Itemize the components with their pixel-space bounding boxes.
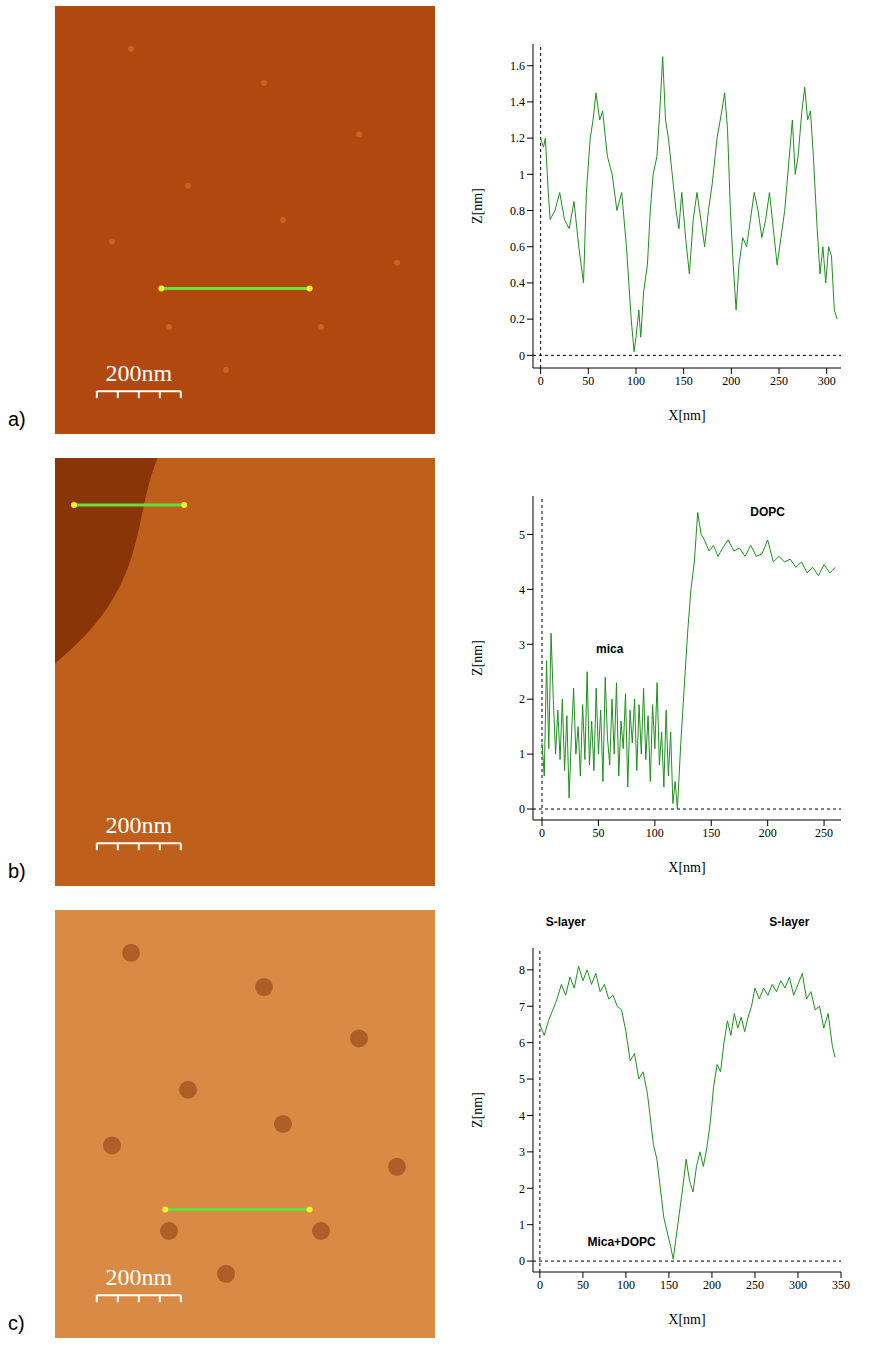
svg-text:0.4: 0.4 — [510, 276, 525, 290]
svg-text:200nm: 200nm — [105, 812, 172, 838]
svg-text:3: 3 — [519, 638, 525, 652]
svg-text:Mica+DOPC: Mica+DOPC — [587, 1235, 656, 1249]
svg-text:2: 2 — [519, 692, 525, 706]
svg-text:200: 200 — [722, 374, 740, 388]
svg-text:200: 200 — [759, 826, 777, 840]
svg-text:200nm: 200nm — [105, 360, 172, 386]
svg-text:X[nm]: X[nm] — [668, 408, 705, 423]
svg-text:50: 50 — [582, 374, 594, 388]
svg-text:100: 100 — [617, 1278, 635, 1292]
svg-text:7: 7 — [519, 1000, 525, 1014]
svg-text:6: 6 — [519, 1036, 525, 1050]
svg-text:5: 5 — [519, 528, 525, 542]
svg-text:300: 300 — [789, 1278, 807, 1292]
svg-text:Z[nm]: Z[nm] — [470, 188, 485, 224]
html-text:a): a) — [8, 408, 26, 430]
svg-text:250: 250 — [770, 374, 788, 388]
svg-text:1: 1 — [519, 168, 525, 182]
svg-text:0: 0 — [519, 802, 525, 816]
svg-text:3: 3 — [519, 1145, 525, 1159]
svg-text:Z[nm]: Z[nm] — [470, 1092, 485, 1128]
svg-text:1.6: 1.6 — [510, 59, 525, 73]
html-text:b): b) — [8, 860, 26, 882]
svg-text:S-layer: S-layer — [769, 915, 809, 929]
svg-text:Z[nm]: Z[nm] — [470, 640, 485, 676]
svg-text:1: 1 — [519, 747, 525, 761]
svg-text:1: 1 — [519, 1218, 525, 1232]
svg-text:5: 5 — [519, 1072, 525, 1086]
svg-text:300: 300 — [818, 374, 836, 388]
svg-text:200: 200 — [703, 1278, 721, 1292]
svg-text:DOPC: DOPC — [750, 505, 785, 519]
svg-text:1.4: 1.4 — [510, 95, 525, 109]
svg-text:mica: mica — [596, 642, 624, 656]
svg-text:50: 50 — [577, 1278, 589, 1292]
svg-text:200nm: 200nm — [105, 1264, 172, 1290]
svg-text:0: 0 — [519, 1254, 525, 1268]
svg-text:150: 150 — [660, 1278, 678, 1292]
svg-text:0: 0 — [537, 1278, 543, 1292]
svg-text:0.2: 0.2 — [510, 312, 525, 326]
svg-text:0: 0 — [538, 374, 544, 388]
svg-text:150: 150 — [675, 374, 693, 388]
svg-text:1.2: 1.2 — [510, 131, 525, 145]
svg-text:100: 100 — [646, 826, 664, 840]
svg-text:0: 0 — [539, 826, 545, 840]
svg-text:4: 4 — [519, 1109, 525, 1123]
svg-text:250: 250 — [815, 826, 833, 840]
svg-text:150: 150 — [702, 826, 720, 840]
svg-text:4: 4 — [519, 583, 525, 597]
svg-text:2: 2 — [519, 1182, 525, 1196]
svg-text:0: 0 — [519, 349, 525, 363]
svg-text:8: 8 — [519, 963, 525, 977]
html-text:c): c) — [8, 1312, 25, 1334]
svg-text:0.6: 0.6 — [510, 240, 525, 254]
svg-text:350: 350 — [832, 1278, 850, 1292]
svg-text:X[nm]: X[nm] — [668, 1312, 705, 1327]
svg-text:X[nm]: X[nm] — [668, 860, 705, 875]
svg-text:250: 250 — [746, 1278, 764, 1292]
svg-text:100: 100 — [627, 374, 645, 388]
svg-text:S-layer: S-layer — [546, 915, 586, 929]
svg-text:0.8: 0.8 — [510, 204, 525, 218]
svg-text:50: 50 — [592, 826, 604, 840]
